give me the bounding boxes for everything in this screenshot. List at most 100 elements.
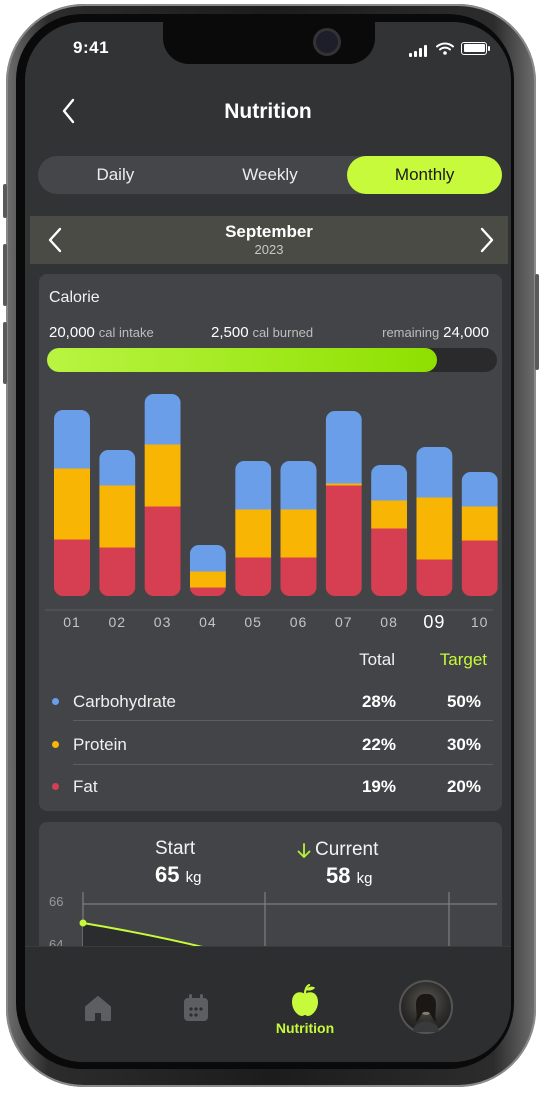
tab-weekly[interactable]: Weekly [242,165,298,184]
bar-day-05[interactable] [235,461,272,597]
back-icon[interactable] [55,96,85,126]
bar-segment-protein [461,506,498,541]
bar-segment-carbohydrate [371,465,408,501]
tab-nutrition-label[interactable]: Nutrition [275,1020,335,1036]
current-value: 58 [326,863,351,888]
bar-segment-fat [371,528,408,596]
x-tick-label[interactable]: 09 [423,612,446,632]
power-button [535,274,539,370]
bar-segment-carbohydrate [144,394,181,445]
bar-day-01[interactable] [54,410,90,597]
status-icons [409,39,490,57]
weight-line [82,922,212,950]
notch [163,22,375,64]
bar-day-06[interactable] [280,461,317,597]
start-weight: 65 kg [155,862,201,888]
bar-segment-protein [54,468,90,540]
camera-icon [313,28,341,56]
home-icon[interactable] [83,994,113,1022]
start-value: 65 [155,862,180,887]
fat-dot [52,783,59,790]
down-arrow-icon [297,843,311,858]
total-header: Total [359,650,395,669]
bar-day-02[interactable] [99,450,136,597]
bar-day-03[interactable] [144,394,181,597]
bar-segment-protein [189,571,226,588]
divider [73,720,493,721]
x-tick-label[interactable]: 04 [199,614,217,630]
protein-dot [52,741,59,748]
bar-segment-fat [99,547,136,596]
wifi-icon [436,42,454,55]
macro-total: 28% [361,692,396,711]
bar-day-10[interactable] [461,472,498,597]
bar-segment-protein [371,500,408,529]
carbohydrate-dot [52,698,59,705]
bar-segment-protein [235,509,272,558]
status-time: 9:41 [73,38,110,57]
volume-up-button [3,244,7,306]
macro-target: 50% [446,692,481,711]
macro-target: 20% [446,777,481,796]
macro-row-fat[interactable]: Fat 19% 20% [39,766,502,808]
weight-point [79,919,87,927]
x-tick-label[interactable]: 05 [244,614,262,630]
bar-segment-fat [461,540,498,596]
tab-monthly[interactable]: Monthly [347,156,503,194]
calorie-title: Calorie [49,289,100,306]
macro-name: Protein [73,735,127,754]
calorie-progress-bar [47,348,497,372]
x-tick-label[interactable]: 08 [380,614,398,630]
tab-daily[interactable]: Daily [96,165,135,184]
prev-month-icon[interactable] [44,226,66,254]
x-tick-label[interactable]: 06 [289,614,308,630]
weight-axis-tick: 66 [49,894,64,909]
screen: 9:41 Nutrition Daily Weekly Monthly Sept… [25,22,511,1062]
calorie-intake: 20,000 cal intake [49,324,154,341]
macro-name: Fat [73,777,98,796]
apple-icon[interactable] [289,984,321,1018]
bar-day-09[interactable] [416,447,453,597]
battery-icon [461,41,490,55]
bar-segment-fat [54,539,90,596]
macro-row-carbohydrate[interactable]: Carbohydrate 28% 50% [39,681,502,723]
month-year: 2023 [254,242,284,257]
target-header: Target [439,650,487,669]
month-name: September [225,222,313,241]
burned-value: 2,500 [211,324,249,341]
bar-segment-protein [325,483,362,486]
macro-stacked-bar-chart [45,394,498,611]
bar-day-07[interactable] [325,411,362,597]
x-tick-label[interactable]: 03 [153,614,172,630]
bar-segment-carbohydrate [189,545,226,572]
macro-total: 19% [361,777,396,796]
remaining-label: remaining [382,325,440,340]
signal-icon [409,39,429,57]
macro-total: 22% [361,735,396,754]
header: Nutrition [25,92,511,132]
page-title: Nutrition [224,100,312,123]
bar-segment-fat [235,557,272,596]
x-tick-label[interactable]: 10 [470,614,489,630]
macro-row-protein[interactable]: Protein 22% 30% [39,724,502,766]
calendar-icon[interactable] [182,993,210,1023]
x-tick-label[interactable]: 01 [63,614,81,630]
bar-day-04[interactable] [189,545,226,597]
bar-segment-fat [280,557,317,596]
intake-unit: cal intake [98,325,154,340]
macro-target: 30% [446,735,481,754]
bar-segment-carbohydrate [416,447,453,498]
x-tick-label[interactable]: 07 [335,614,353,630]
mute-switch [3,184,7,218]
bar-segment-carbohydrate [54,410,90,469]
x-tick-label[interactable]: 02 [108,614,127,630]
calorie-card: Calorie 20,000 cal intake 2,500 cal burn… [39,274,502,811]
current-weight: 58 kg [326,863,372,889]
calorie-remaining: remaining 24,000 [382,324,489,341]
next-month-icon[interactable] [476,226,498,254]
bar-segment-fat [416,559,453,596]
current-label: Current [315,839,379,860]
calorie-burned: 2,500 cal burned [211,324,313,341]
bar-day-08[interactable] [371,465,408,597]
avatar[interactable] [399,980,453,1034]
